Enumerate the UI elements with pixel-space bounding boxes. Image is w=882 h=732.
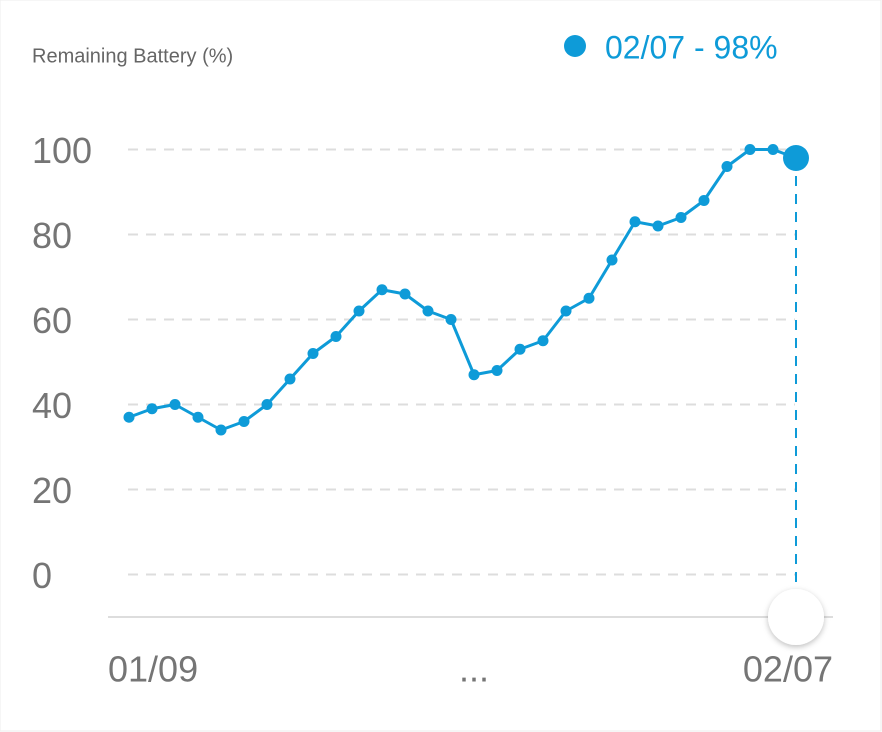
data-point xyxy=(514,343,526,355)
data-point xyxy=(698,195,710,206)
data-point xyxy=(491,365,503,376)
x-tick-label: 02/07 xyxy=(743,649,833,690)
data-point xyxy=(353,305,365,317)
data-point xyxy=(675,212,687,223)
data-point xyxy=(307,348,319,359)
data-point xyxy=(629,216,641,228)
y-axis-title: Remaining Battery (%) xyxy=(32,45,233,67)
data-point xyxy=(238,416,250,427)
y-tick-label: 100 xyxy=(32,130,92,171)
data-point xyxy=(537,335,549,347)
data-point xyxy=(284,373,296,385)
selected-label: 02/07 - 98% xyxy=(605,29,778,65)
data-point xyxy=(123,411,135,423)
legend-dot xyxy=(564,35,586,57)
data-point xyxy=(560,305,572,317)
data-point xyxy=(192,411,204,423)
x-tick-label: 01/09 xyxy=(108,649,198,690)
data-point xyxy=(261,399,273,410)
data-point xyxy=(445,314,457,325)
y-tick-label: 0 xyxy=(32,555,52,596)
data-point xyxy=(606,254,618,266)
y-tick-label: 20 xyxy=(32,470,72,511)
y-tick-label: 80 xyxy=(32,215,72,256)
data-point xyxy=(399,288,411,300)
data-point xyxy=(215,424,227,436)
data-point xyxy=(468,369,480,381)
data-point xyxy=(422,305,434,317)
data-point xyxy=(146,403,158,415)
y-tick-label: 40 xyxy=(32,385,72,426)
data-point xyxy=(169,399,181,410)
data-point xyxy=(721,161,733,172)
x-tick-label: ... xyxy=(459,649,489,690)
data-point xyxy=(767,144,779,155)
selection-handle[interactable] xyxy=(768,589,824,645)
selected-point xyxy=(783,145,809,171)
data-point xyxy=(652,220,664,232)
data-point xyxy=(376,284,388,296)
data-point xyxy=(744,144,756,155)
data-point xyxy=(330,331,342,342)
y-tick-label: 60 xyxy=(32,300,72,341)
data-point xyxy=(583,292,595,304)
